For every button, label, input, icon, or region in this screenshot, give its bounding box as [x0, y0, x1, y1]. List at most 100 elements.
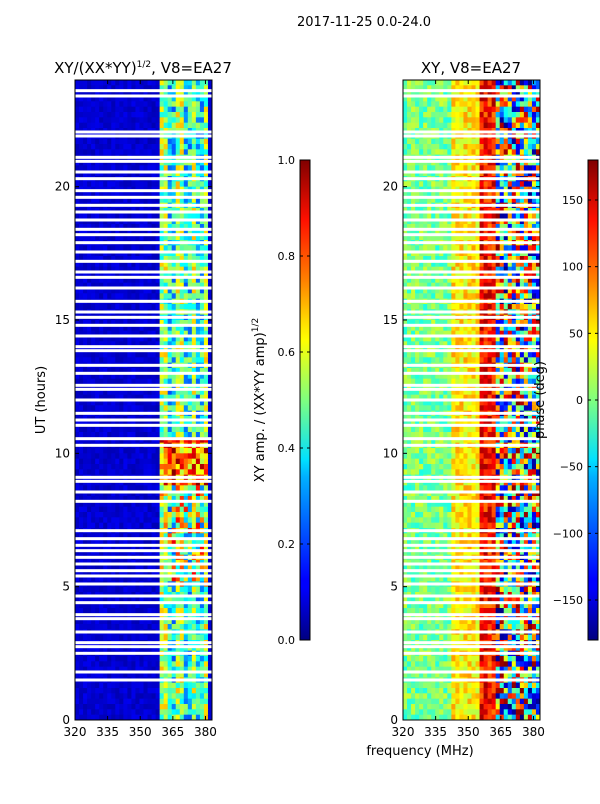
- amplitude-cell: [196, 304, 201, 310]
- amplitude-cell: [184, 635, 189, 641]
- amplitude-cell: [152, 165, 157, 171]
- amplitude-cell: [196, 80, 201, 86]
- amplitude-cell: [107, 507, 112, 513]
- amplitude-cell: [119, 688, 124, 694]
- amplitude-cell: [83, 635, 88, 641]
- amplitude-cell: [95, 112, 100, 118]
- phase-cell: [484, 80, 489, 86]
- amplitude-cell: [95, 304, 100, 310]
- x-tick-label: 380: [194, 725, 217, 739]
- amplitude-cell: [148, 352, 153, 358]
- amplitude-cell: [196, 448, 201, 454]
- amplitude-cell: [99, 688, 104, 694]
- amplitude-cell: [172, 144, 177, 150]
- amplitude-cell: [180, 149, 185, 155]
- phase-cell: [419, 181, 424, 187]
- amplitude-cell: [87, 635, 92, 641]
- amplitude-cell: [103, 293, 108, 299]
- phase-cell: [484, 107, 489, 113]
- amplitude-cell: [139, 523, 144, 529]
- amplitude-cell: [127, 699, 132, 705]
- phase-cell: [455, 181, 460, 187]
- phase-cell: [476, 123, 481, 129]
- amplitude-cell: [168, 165, 173, 171]
- phase-cell: [520, 139, 525, 145]
- phase-cell: [407, 181, 412, 187]
- amplitude-cell: [123, 688, 128, 694]
- amplitude-cell: [164, 379, 169, 385]
- amplitude-cell: [192, 213, 197, 219]
- phase-cell: [419, 80, 424, 86]
- amplitude-cell: [172, 608, 177, 614]
- amplitude-cell: [160, 245, 165, 251]
- amplitude-cell: [160, 379, 165, 385]
- amplitude-cell: [172, 112, 177, 118]
- phase-cell: [447, 149, 452, 155]
- amplitude-cell: [160, 181, 165, 187]
- amplitude-cell: [156, 123, 161, 129]
- amplitude-cell: [148, 112, 153, 118]
- amplitude-cell: [176, 523, 181, 529]
- amplitude-cell: [115, 427, 120, 433]
- amplitude-cell: [176, 357, 181, 363]
- flagged-gap: [75, 679, 212, 682]
- amplitude-cell: [200, 357, 205, 363]
- amplitude-cell: [115, 587, 120, 593]
- phase-cell: [480, 80, 485, 86]
- phase-cell: [520, 101, 525, 107]
- amplitude-cell: [204, 523, 209, 529]
- amplitude-cell: [115, 304, 120, 310]
- phase-cell: [439, 80, 444, 86]
- amplitude-cell: [135, 357, 140, 363]
- amplitude-cell: [131, 635, 136, 641]
- amplitude-cell: [144, 459, 149, 465]
- flagged-gap: [75, 529, 212, 532]
- amplitude-cell: [139, 469, 144, 475]
- colorbar-tick-label: 0.6: [278, 346, 296, 359]
- amplitude-cell: [144, 379, 149, 385]
- phase-cell: [532, 181, 537, 187]
- amplitude-cell: [79, 448, 84, 454]
- amplitude-cell: [152, 213, 157, 219]
- phase-cell: [443, 144, 448, 150]
- amplitude-cell: [111, 149, 116, 155]
- amplitude-cell: [188, 432, 193, 438]
- amplitude-cell: [148, 123, 153, 129]
- amplitude-cell: [152, 469, 157, 475]
- phase-cell: [415, 107, 420, 113]
- amplitude-cell: [164, 459, 169, 465]
- amplitude-cell: [111, 709, 116, 715]
- phase-cell: [431, 181, 436, 187]
- amplitude-cell: [164, 357, 169, 363]
- amplitude-cell: [79, 149, 84, 155]
- amplitude-cell: [119, 245, 124, 251]
- amplitude-cell: [131, 405, 136, 411]
- flagged-gap: [75, 316, 212, 319]
- amplitude-cell: [99, 683, 104, 689]
- amplitude-cell: [144, 432, 149, 438]
- phase-cell: [472, 80, 477, 86]
- phase-cell: [423, 165, 428, 171]
- amplitude-cell: [204, 165, 209, 171]
- amplitude-cell: [99, 507, 104, 513]
- amplitude-cell: [200, 448, 205, 454]
- phase-cell: [403, 117, 408, 123]
- amplitude-cell: [164, 432, 169, 438]
- amplitude-cell: [75, 709, 80, 715]
- phase-cell: [528, 139, 533, 145]
- amplitude-cell: [172, 245, 177, 251]
- amplitude-cell: [131, 507, 136, 513]
- amplitude-cell: [144, 149, 149, 155]
- amplitude-cell: [156, 587, 161, 593]
- amplitude-cell: [107, 688, 112, 694]
- amplitude-cell: [148, 688, 153, 694]
- amplitude-cell: [184, 507, 189, 513]
- amplitude-cell: [156, 704, 161, 710]
- amplitude-cell: [111, 379, 116, 385]
- amplitude-cell: [115, 688, 120, 694]
- amplitude-cell: [148, 379, 153, 385]
- phase-cell: [516, 117, 521, 123]
- amplitude-cell: [103, 427, 108, 433]
- amplitude-cell: [103, 464, 108, 470]
- amplitude-cell: [204, 80, 209, 86]
